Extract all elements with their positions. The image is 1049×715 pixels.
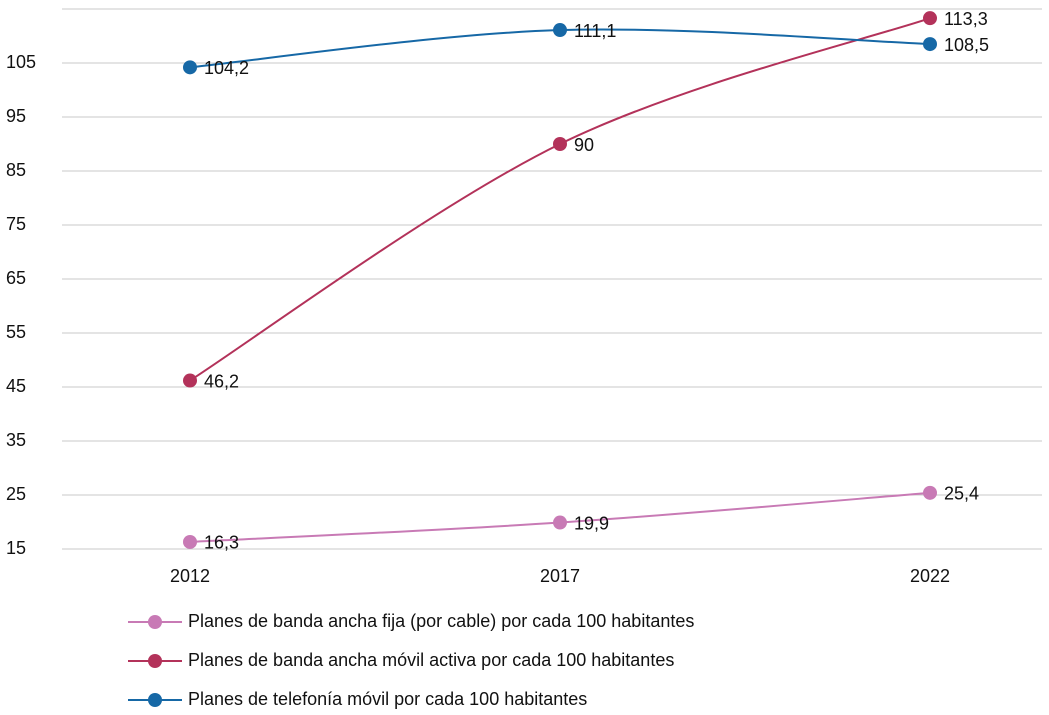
y-tick-label: 105 [6,52,36,72]
data-label: 104,2 [204,58,249,78]
y-tick-label: 35 [6,430,26,450]
data-point [183,373,197,388]
series-line [189,17,931,382]
data-point [553,515,567,530]
y-tick-label: 25 [6,484,26,504]
y-tick-label: 95 [6,106,26,126]
data-label: 111,1 [574,21,616,41]
y-tick-label: 55 [6,322,26,342]
data-point [923,37,937,52]
data-point [923,11,937,26]
data-label: 16,3 [204,533,239,553]
legend-marker [148,654,162,668]
data-label: 46,2 [204,371,239,391]
y-tick-label: 75 [6,214,26,234]
x-tick-label: 2012 [170,566,210,586]
data-label: 108,5 [944,35,989,55]
y-tick-label: 85 [6,160,26,180]
y-tick-label: 15 [6,538,26,558]
x-tick-label: 2017 [540,566,580,586]
data-point [553,23,567,38]
data-point [183,534,197,549]
legend-label: Planes de banda ancha móvil activa por c… [188,650,674,670]
y-tick-label: 45 [6,376,26,396]
data-label: 113,3 [944,9,988,29]
x-tick-label: 2022 [910,566,950,586]
legend-label: Planes de banda ancha fija (por cable) p… [188,611,694,631]
data-label: 25,4 [944,484,979,504]
legend-marker [148,615,162,629]
data-label: 19,9 [574,513,609,533]
y-tick-label: 65 [6,268,26,288]
legend-marker [148,693,162,707]
data-point [183,60,197,75]
legend-label: Planes de telefonía móvil por cada 100 h… [188,689,587,709]
data-point [923,485,937,500]
data-label: 90 [574,135,594,155]
data-point [553,137,567,151]
